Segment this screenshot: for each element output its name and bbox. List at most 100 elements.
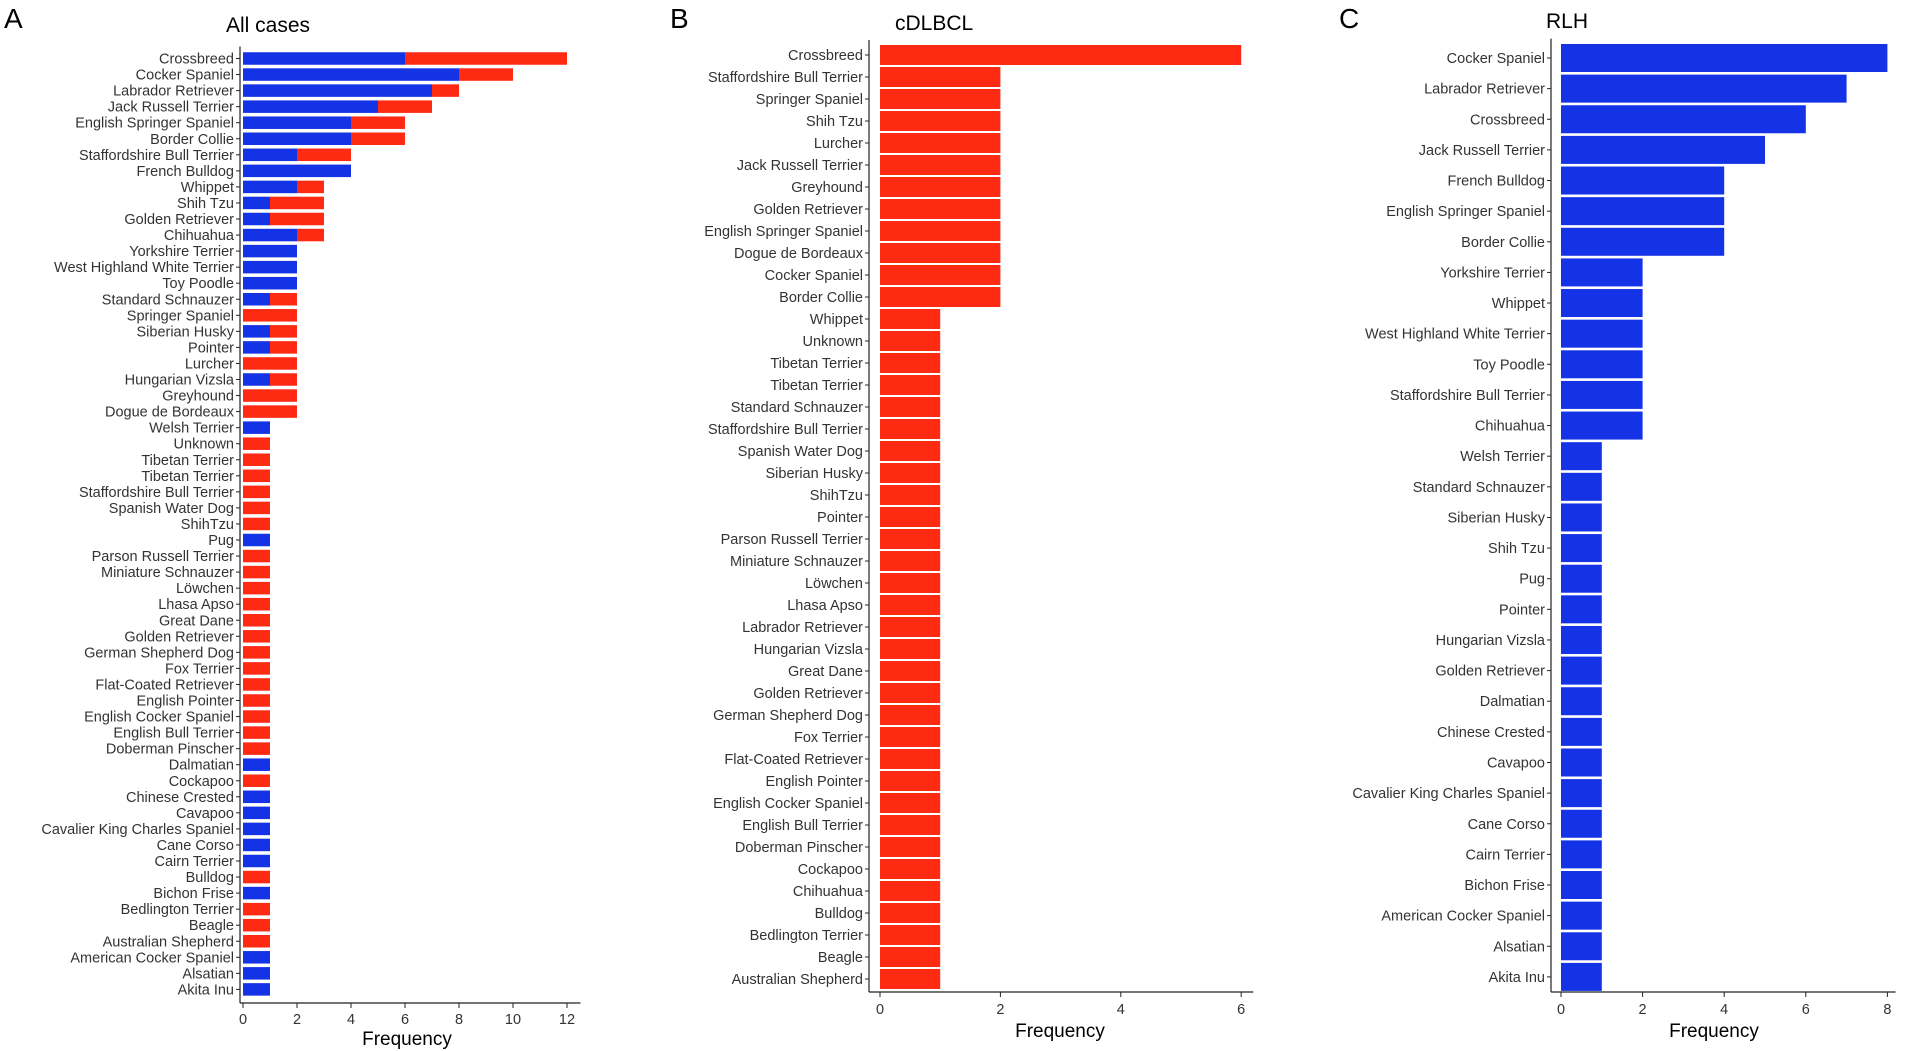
bar-a-rlh-30 — [243, 533, 270, 547]
bar-b-42 — [880, 969, 941, 989]
bar-b-8 — [880, 221, 1001, 241]
bar-a-cdlbcl-20 — [270, 373, 297, 386]
y-tick-label-a-27: Staffordshire Bull Terrier — [79, 485, 234, 501]
bar-a-rlh-17 — [243, 325, 270, 338]
y-tick-label-b-20: ShihTzu — [810, 488, 863, 504]
bar-a-cdlbcl-51 — [243, 870, 270, 884]
y-tick-label-a-44: Dalmatian — [169, 758, 234, 774]
y-tick-label-b-37: Cockapoo — [798, 862, 863, 878]
bar-b-37 — [880, 859, 941, 879]
bar-a-rlh-15 — [243, 293, 270, 306]
bar-b-16 — [880, 397, 941, 417]
bar-a-rlh-58 — [243, 983, 270, 996]
bar-a-rlh-50 — [243, 854, 270, 868]
bar-b-26 — [880, 617, 941, 637]
panel-c-title: RLH — [1546, 10, 1588, 33]
bar-a-cdlbcl-0 — [405, 52, 567, 65]
bar-a-cdlbcl-6 — [297, 148, 351, 162]
y-tick-label-b-22: Parson Russell Terrier — [721, 532, 864, 548]
y-tick-label-b-0: Crossbreed — [788, 48, 863, 64]
y-tick-label-a-22: Dogue de Bordeaux — [105, 405, 235, 421]
bar-c-30 — [1561, 962, 1602, 991]
y-tick-label-a-33: Löwchen — [176, 581, 234, 597]
y-tick-label-a-37: German Shepherd Dog — [84, 645, 234, 661]
y-tick-label-b-12: Whippet — [810, 312, 863, 328]
y-tick-label-a-28: Spanish Water Dog — [109, 501, 234, 517]
bar-b-35 — [880, 815, 941, 835]
bar-c-16 — [1561, 534, 1602, 563]
bar-a-cdlbcl-36 — [243, 630, 270, 643]
bar-c-29 — [1561, 932, 1602, 961]
bar-a-cdlbcl-1 — [459, 68, 513, 81]
y-tick-label-a-8: Whippet — [181, 180, 234, 196]
y-tick-label-a-47: Cavapoo — [176, 806, 234, 822]
bar-c-25 — [1561, 809, 1602, 838]
bar-a-rlh-11 — [243, 228, 297, 242]
bar-a-cdlbcl-43 — [243, 742, 270, 755]
y-tick-label-a-58: Akita Inu — [178, 982, 234, 998]
y-tick-label-a-52: Bichon Frise — [153, 886, 234, 902]
y-tick-label-a-46: Chinese Crested — [126, 790, 234, 806]
y-tick-label-b-11: Border Collie — [779, 290, 863, 306]
x-tick-label-c-2: 2 — [1639, 1002, 1647, 1018]
panel-b-title: cDLBCL — [895, 12, 973, 35]
y-tick-label-a-1: Cocker Spaniel — [136, 68, 234, 84]
x-tick-label-a-0: 0 — [239, 1012, 247, 1028]
bar-a-rlh-7 — [243, 164, 351, 178]
bar-a-cdlbcl-4 — [351, 116, 405, 129]
bar-a-cdlbcl-17 — [270, 325, 297, 338]
y-tick-label-c-4: French Bulldog — [1447, 174, 1545, 190]
y-tick-label-c-6: Border Collie — [1461, 235, 1545, 251]
y-tick-label-c-16: Shih Tzu — [1488, 541, 1545, 557]
bar-a-cdlbcl-45 — [243, 774, 270, 787]
bar-a-cdlbcl-8 — [297, 180, 324, 194]
bar-a-cdlbcl-19 — [243, 357, 297, 370]
x-tick-label-a-6: 6 — [401, 1012, 409, 1028]
bar-a-rlh-46 — [243, 790, 270, 804]
x-tick-label-c-4: 4 — [1720, 1002, 1728, 1018]
bar-b-6 — [880, 177, 1001, 197]
bar-c-1 — [1561, 74, 1847, 103]
y-tick-label-a-43: Doberman Pinscher — [106, 742, 234, 758]
bar-b-10 — [880, 265, 1001, 285]
bar-a-cdlbcl-28 — [243, 501, 270, 515]
y-tick-label-a-38: Fox Terrier — [165, 661, 234, 677]
y-tick-label-b-42: Australian Shepherd — [732, 972, 863, 988]
bar-a-rlh-18 — [243, 341, 270, 354]
y-tick-label-a-3: Jack Russell Terrier — [108, 100, 234, 116]
bar-b-21 — [880, 507, 941, 527]
bar-b-41 — [880, 947, 941, 967]
x-tick-label-a-10: 10 — [505, 1012, 521, 1028]
y-tick-label-c-29: Alsatian — [1493, 939, 1545, 955]
bar-a-rlh-14 — [243, 276, 297, 290]
bar-b-13 — [880, 331, 941, 351]
bar-a-rlh-3 — [243, 100, 378, 113]
bar-b-30 — [880, 705, 941, 725]
bar-b-15 — [880, 375, 941, 395]
y-tick-label-b-38: Chihuahua — [793, 884, 864, 900]
bar-c-14 — [1561, 472, 1602, 501]
y-tick-label-a-17: Siberian Husky — [136, 324, 234, 340]
y-tick-label-c-19: Hungarian Vizsla — [1436, 633, 1546, 649]
x-tick-label-b-2: 2 — [996, 1002, 1004, 1018]
bar-b-1 — [880, 67, 1001, 87]
y-tick-label-a-48: Cavalier King Charles Spaniel — [41, 822, 234, 838]
bar-a-cdlbcl-42 — [243, 726, 270, 739]
y-tick-label-a-45: Cockapoo — [169, 774, 234, 790]
y-tick-label-a-36: Golden Retriever — [124, 629, 234, 645]
y-tick-label-b-17: Staffordshire Bull Terrier — [708, 422, 863, 438]
bar-a-cdlbcl-32 — [243, 565, 270, 579]
y-tick-label-a-49: Cane Corso — [157, 838, 234, 854]
y-tick-label-b-30: German Shepherd Dog — [713, 708, 863, 724]
bar-c-6 — [1561, 227, 1725, 256]
y-tick-label-c-30: Akita Inu — [1489, 970, 1545, 986]
bar-c-26 — [1561, 840, 1602, 869]
bar-a-rlh-2 — [243, 84, 432, 97]
bar-a-cdlbcl-21 — [243, 389, 297, 402]
y-tick-label-c-27: Bichon Frise — [1464, 878, 1545, 894]
y-tick-label-c-23: Cavapoo — [1487, 755, 1545, 771]
panel-a-x-axis-title: Frequency — [362, 1029, 452, 1050]
x-tick-label-c-0: 0 — [1557, 1002, 1565, 1018]
y-tick-label-c-25: Cane Corso — [1468, 817, 1545, 833]
